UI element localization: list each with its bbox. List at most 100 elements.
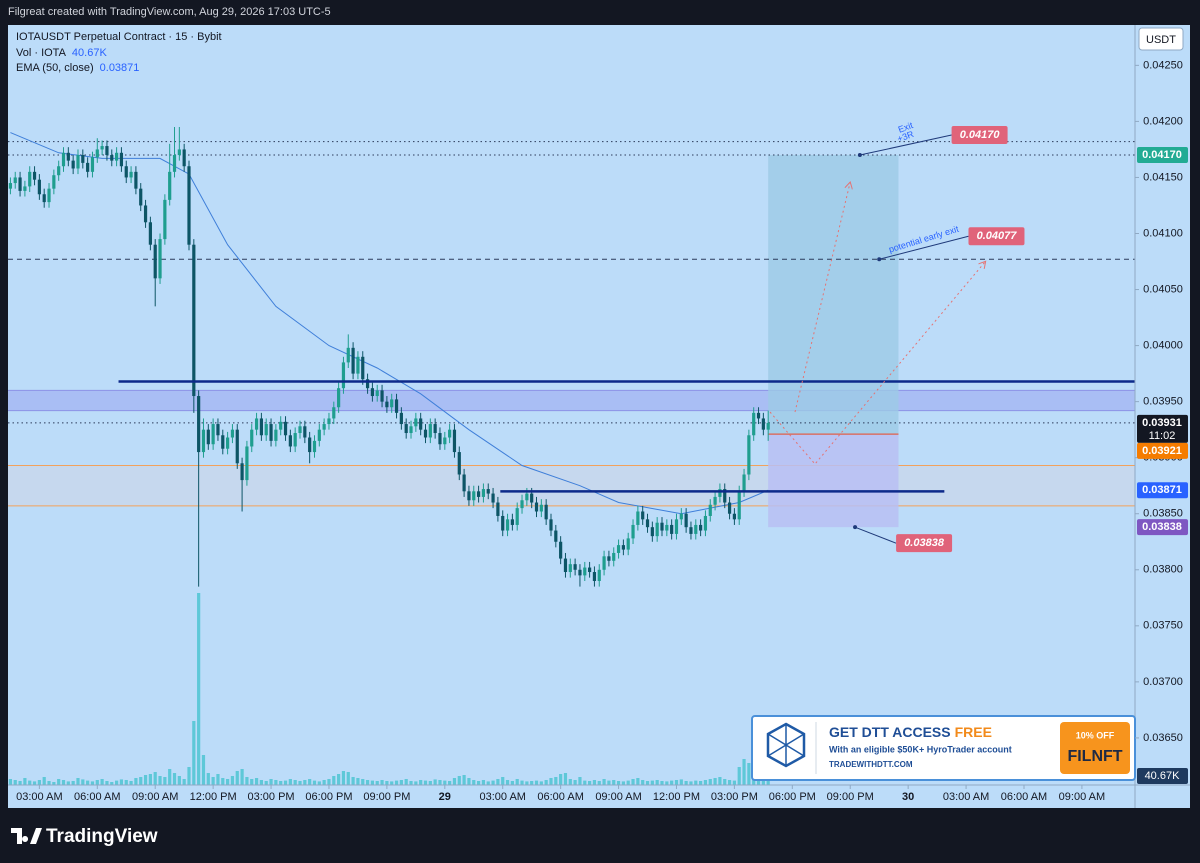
candle-body (90, 157, 95, 172)
candle-body (216, 424, 220, 436)
candle-body (592, 572, 597, 581)
volume-bar (18, 781, 22, 785)
volume-bar (254, 778, 259, 785)
price-tag (1137, 147, 1188, 164)
candle-body (23, 186, 27, 191)
candle-body (515, 508, 519, 525)
candle-body (28, 171, 32, 187)
zone (8, 390, 1135, 411)
volume-bar (549, 778, 553, 785)
volume-bar (655, 780, 659, 785)
candle-body (81, 155, 85, 163)
candle-body (303, 426, 307, 438)
volume-bar (684, 781, 688, 785)
candle-body (452, 429, 457, 453)
volume-bar (452, 778, 457, 785)
volume-bar (192, 721, 196, 785)
candle-body (187, 166, 191, 245)
legend-value: 40.67K (72, 47, 108, 59)
volume-bar (105, 781, 109, 785)
volume-bar (110, 782, 114, 785)
candle-body (211, 424, 215, 445)
price-tag-label: 0.03838 (1142, 521, 1182, 533)
x-tick-label: 09:00 AM (132, 791, 178, 803)
volume-bar (394, 780, 399, 785)
candle-body (308, 437, 312, 453)
y-tick-label: 0.03950 (1143, 396, 1183, 408)
volume-bar (57, 779, 61, 785)
volume-bar (496, 779, 500, 785)
candle-body (694, 524, 698, 534)
volume-bar (279, 781, 283, 785)
candle-body (674, 519, 679, 534)
ad-banner[interactable]: GET DTT ACCESS FREE With an eligible $50K… (751, 715, 1136, 781)
candle-body (230, 429, 235, 438)
volume-tag (1137, 768, 1188, 784)
volume-bar (361, 779, 365, 785)
volume-bar (737, 767, 741, 785)
price-tag (1137, 482, 1188, 499)
volume-bar (573, 780, 577, 785)
candle-body (346, 347, 350, 363)
volume-bar (472, 780, 476, 785)
candle-body (18, 177, 22, 191)
candle-body (679, 513, 683, 520)
candle-body (317, 429, 321, 441)
volume-bar (322, 780, 326, 785)
plot-area (8, 127, 1135, 785)
candle-body (752, 412, 756, 436)
x-tick-label: 09:00 AM (1059, 791, 1105, 803)
candle-body (476, 491, 481, 497)
volume-bar (81, 779, 85, 785)
volume-tag-label: 40.67K (1145, 770, 1181, 782)
candle-body (718, 489, 722, 497)
y-tick-label: 0.03650 (1143, 732, 1183, 744)
price-tag (1137, 414, 1188, 443)
candle-body (597, 569, 601, 581)
volume-bar (587, 781, 592, 785)
currency-button[interactable] (1138, 27, 1184, 51)
volume-bar (269, 779, 273, 785)
volume-bar (168, 769, 172, 785)
candle-body (356, 356, 360, 374)
volume-bar (534, 780, 539, 785)
candle-body (544, 504, 548, 520)
volume-bar (703, 780, 708, 785)
currency[interactable]: USDT (1146, 34, 1176, 46)
candle-body (723, 489, 727, 503)
candle-body (559, 541, 563, 559)
volume-bar (462, 775, 466, 785)
annotation-box (951, 126, 1008, 145)
volume-bar (365, 780, 370, 785)
volume-bar (505, 780, 510, 785)
candle-body (221, 435, 225, 449)
legend-name: Vol · IOTA (16, 47, 67, 59)
candle-body (52, 175, 56, 189)
volume-bar (288, 779, 292, 785)
candle-body (76, 155, 80, 169)
ad-code: FILNFT (1067, 748, 1122, 765)
candle-body (283, 421, 288, 436)
price-tag (1137, 519, 1188, 536)
ad-code-box[interactable] (1060, 722, 1130, 774)
volume-bar (356, 778, 360, 785)
candle-body (607, 556, 611, 561)
volume-bar (578, 777, 582, 785)
candle-body (727, 502, 732, 514)
ad-box[interactable] (751, 715, 1136, 781)
volume-bar (727, 780, 732, 785)
candle-body (264, 424, 268, 436)
annotation-text: Exit (897, 120, 915, 135)
y-tick-label: 0.04100 (1143, 227, 1183, 239)
volume-bar (327, 779, 331, 785)
volume-bar (114, 780, 119, 785)
candle-body (143, 205, 148, 223)
candle-body (761, 418, 765, 430)
candle-body (520, 500, 524, 509)
volume-bar (201, 755, 206, 785)
volume-bar (95, 780, 99, 785)
volume-bar (520, 780, 524, 785)
volume-bar (259, 780, 263, 785)
position-target (768, 155, 899, 435)
candle-body (496, 502, 500, 516)
